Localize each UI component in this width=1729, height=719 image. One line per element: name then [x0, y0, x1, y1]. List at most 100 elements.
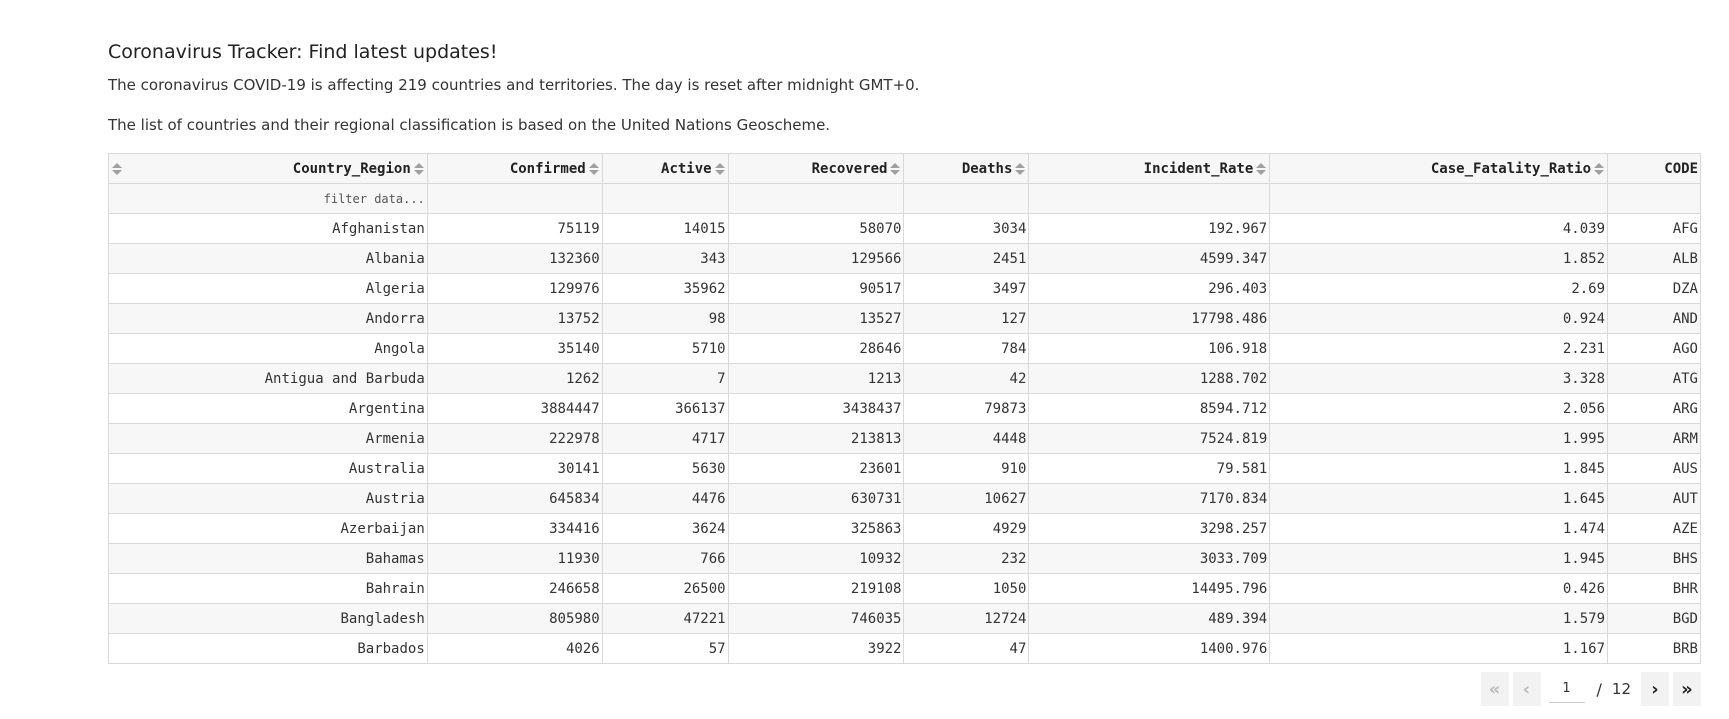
cell-incident-rate: 1288.702 — [1028, 363, 1271, 394]
cell-deaths: 784 — [903, 333, 1030, 364]
table-row: Azerbaijan 334416 3624 325863 4929 3298.257 1.… — [108, 513, 1701, 544]
cell-code: AUT — [1607, 483, 1701, 514]
filter-cell[interactable] — [727, 183, 905, 214]
first-page-button[interactable]: « — [1480, 672, 1509, 706]
last-page-button[interactable]: » — [1673, 672, 1701, 706]
cell-country-region: Barbados — [108, 633, 428, 664]
cell-case-fatality-ratio: 1.995 — [1269, 423, 1609, 454]
cell-incident-rate: 192.967 — [1028, 213, 1271, 244]
cell-code: AUS — [1607, 453, 1701, 484]
cell-recovered: 28646 — [727, 333, 905, 364]
cell-case-fatality-ratio: 0.924 — [1269, 303, 1609, 334]
cell-code: AGO — [1607, 333, 1701, 364]
cell-confirmed: 1262 — [426, 363, 603, 394]
cell-incident-rate: 106.918 — [1028, 333, 1271, 364]
table-row: Bahrain 246658 26500 219108 1050 14495.796 0.4… — [108, 573, 1701, 604]
cell-code: BHR — [1607, 573, 1701, 604]
cell-country-region: Antigua and Barbuda — [108, 363, 428, 394]
filter-cell[interactable] — [601, 183, 729, 214]
cell-code: BHS — [1607, 543, 1701, 574]
filter-cell[interactable] — [1607, 183, 1701, 214]
cell-case-fatality-ratio: 1.167 — [1269, 633, 1609, 664]
previous-page-button[interactable]: ‹ — [1512, 672, 1541, 706]
cell-code: BGD — [1607, 603, 1701, 634]
cell-case-fatality-ratio: 1.852 — [1269, 243, 1609, 274]
cell-deaths: 3497 — [903, 273, 1030, 304]
sort-icon[interactable] — [413, 162, 424, 176]
cell-deaths: 47 — [903, 633, 1030, 664]
next-page-button[interactable]: › — [1641, 672, 1669, 706]
cell-confirmed: 11930 — [426, 543, 603, 574]
cell-recovered: 3438437 — [727, 393, 905, 424]
cell-case-fatality-ratio: 1.645 — [1269, 483, 1609, 514]
cell-confirmed: 645834 — [426, 483, 603, 514]
column-header-country-region[interactable]: Country_Region — [108, 153, 428, 184]
cell-recovered: 129566 — [727, 243, 905, 274]
column-header-confirmed[interactable]: Confirmed — [426, 153, 603, 184]
cell-recovered: 10932 — [727, 543, 905, 574]
cell-country-region: Armenia — [108, 423, 428, 454]
cell-active: 766 — [601, 543, 729, 574]
filter-cell[interactable] — [1269, 183, 1609, 214]
cell-confirmed: 334416 — [426, 513, 603, 544]
cell-confirmed: 132360 — [426, 243, 603, 274]
filter-cell[interactable] — [426, 183, 603, 214]
header-row: Country_Region Confirmed Active Recovere… — [108, 153, 1701, 184]
cell-recovered: 1213 — [727, 363, 905, 394]
table-row: Austria 645834 4476 630731 10627 7170.834 1.64… — [108, 483, 1701, 514]
cell-deaths: 127 — [903, 303, 1030, 334]
cell-deaths: 3034 — [903, 213, 1030, 244]
column-label: Active — [661, 160, 712, 177]
cell-recovered: 746035 — [727, 603, 905, 634]
cell-deaths: 232 — [903, 543, 1030, 574]
filter-cell[interactable] — [903, 183, 1030, 214]
cell-deaths: 4929 — [903, 513, 1030, 544]
cell-code: ATG — [1607, 363, 1701, 394]
cell-recovered: 90517 — [727, 273, 905, 304]
column-header-case-fatality-ratio[interactable]: Case_Fatality_Ratio — [1269, 153, 1609, 184]
column-header-deaths[interactable]: Deaths — [903, 153, 1030, 184]
cell-incident-rate: 489.394 — [1028, 603, 1271, 634]
column-label: Case_Fatality_Ratio — [1430, 160, 1592, 177]
column-header-code[interactable]: CODE — [1607, 153, 1701, 184]
cell-case-fatality-ratio: 1.945 — [1269, 543, 1609, 574]
cell-country-region: Afghanistan — [108, 213, 428, 244]
filter-cell[interactable] — [1028, 183, 1271, 214]
cell-case-fatality-ratio: 3.328 — [1269, 363, 1609, 394]
total-pages: 12 — [1611, 680, 1631, 698]
description-paragraph: The coronavirus COVID-19 is affecting 21… — [108, 76, 920, 94]
filter-input-country-region[interactable] — [111, 191, 427, 206]
column-header-incident-rate[interactable]: Incident_Rate — [1028, 153, 1271, 184]
column-header-recovered[interactable]: Recovered — [727, 153, 905, 184]
sort-icon[interactable] — [890, 162, 901, 176]
cell-recovered: 3922 — [727, 633, 905, 664]
sort-icon[interactable] — [1594, 162, 1605, 176]
cell-incident-rate: 14495.796 — [1028, 573, 1271, 604]
table-row: Bangladesh 805980 47221 746035 12724 489.394 1… — [108, 603, 1701, 634]
cell-recovered: 213813 — [727, 423, 905, 454]
table-row: Barbados 4026 57 3922 47 1400.976 1.167 BRB — [108, 633, 1701, 664]
cell-code: ARM — [1607, 423, 1701, 454]
cell-deaths: 910 — [903, 453, 1030, 484]
cell-code: BRB — [1607, 633, 1701, 664]
sort-icon[interactable] — [1256, 162, 1267, 176]
cell-incident-rate: 17798.486 — [1028, 303, 1271, 334]
table-row: Antigua and Barbuda 1262 7 1213 42 1288.702 3.… — [108, 363, 1701, 394]
sort-icon[interactable] — [1015, 162, 1026, 176]
cell-confirmed: 13752 — [426, 303, 603, 334]
sort-icon[interactable] — [112, 162, 122, 176]
cell-active: 98 — [601, 303, 729, 334]
column-label: CODE — [1664, 160, 1698, 177]
table-row: Afghanistan 75119 14015 58070 3034 192.967 4.0… — [108, 213, 1701, 244]
cell-active: 366137 — [601, 393, 729, 424]
table-row: Bahamas 11930 766 10932 232 3033.709 1.945 BHS — [108, 543, 1701, 574]
sort-icon[interactable] — [588, 162, 599, 176]
cell-case-fatality-ratio: 2.69 — [1269, 273, 1609, 304]
cell-incident-rate: 79.581 — [1028, 453, 1271, 484]
page-number-input[interactable] — [1548, 675, 1585, 703]
sort-icon[interactable] — [714, 162, 725, 176]
cell-recovered: 58070 — [727, 213, 905, 244]
cell-recovered: 219108 — [727, 573, 905, 604]
cell-confirmed: 222978 — [426, 423, 603, 454]
column-header-active[interactable]: Active — [601, 153, 729, 184]
